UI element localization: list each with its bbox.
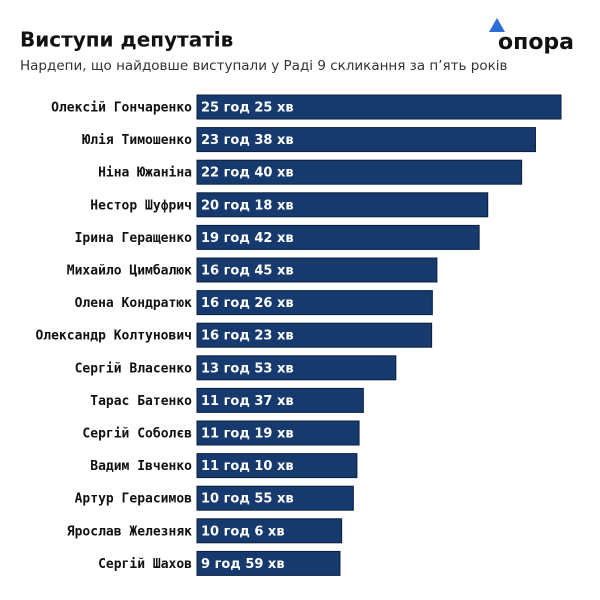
value-label: 10 год 6 хв [201,524,285,539]
value-label: 16 год 23 хв [201,329,294,344]
category-label: Артур Герасимов [75,492,193,507]
bar [196,387,364,413]
category-label: Сергій Шахов [98,557,192,572]
category-label: Вадим Івченко [90,459,192,474]
bar [196,322,433,348]
chart-title: Виступи депутатів [20,28,233,52]
category-label: Ярослав Железняк [67,524,192,539]
bar [196,453,358,479]
value-label: 11 год 19 хв [201,427,294,442]
bar [196,94,562,120]
chart-subtitle: Нардепи, що найдовше виступали у Раді 9 … [20,58,508,74]
bar [196,257,438,283]
bar [196,192,489,218]
category-label: Олена Кондратюк [75,296,193,311]
value-label: 25 год 25 хв [201,101,294,116]
bar [196,159,523,185]
value-label: 11 год 37 хв [201,394,294,409]
value-label: 20 год 18 хв [201,198,294,213]
bar [196,550,341,576]
bar [196,290,433,316]
bar [196,355,397,381]
bar [196,518,343,544]
category-label: Сергій Соболєв [82,427,192,442]
logo: опора [498,30,574,55]
value-label: 22 год 40 хв [201,166,294,181]
category-label: Тарас Батенко [90,394,192,409]
value-label: 9 год 59 хв [201,557,285,572]
category-label: Сергій Власенко [75,361,193,376]
value-label: 11 год 10 хв [201,459,294,474]
category-label: Нестор Шуфрич [90,198,192,213]
category-label: Михайло Цимбалюк [67,264,192,279]
value-label: 23 год 38 хв [201,133,294,148]
bar [196,485,354,511]
bar [196,420,360,446]
category-label: Ірина Геращенко [75,231,193,246]
category-label: Юлія Тимошенко [82,133,192,148]
value-label: 10 год 55 хв [201,492,294,507]
bar [196,127,536,153]
value-label: 16 год 26 хв [201,296,294,311]
value-label: 19 год 42 хв [201,231,294,246]
logo-mark [489,18,505,32]
value-label: 13 год 53 хв [201,361,294,376]
category-label: Ніна Южаніна [98,166,192,181]
value-label: 16 год 45 хв [201,264,294,279]
category-label: Олексій Гончаренко [51,101,192,116]
category-label: Олександр Колтунович [35,329,192,344]
bar [196,224,480,250]
